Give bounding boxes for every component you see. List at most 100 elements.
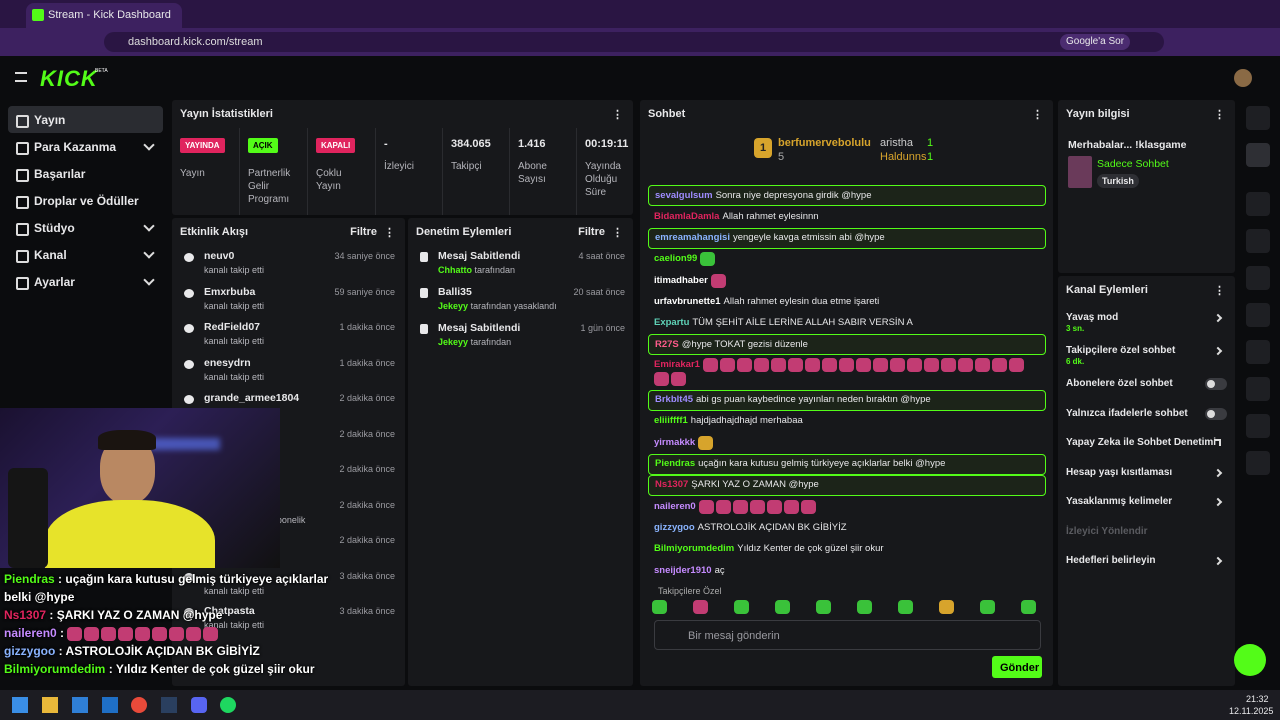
start-button[interactable] (12, 697, 28, 713)
channel-action[interactable]: Hedefleri belirleyin (1058, 547, 1235, 577)
nav-item[interactable]: Droplar ve Ödüller (8, 187, 163, 214)
channel-action[interactable]: Yapay Zeka ile Sohbet Denetimi (1058, 429, 1235, 459)
emote[interactable] (693, 600, 708, 614)
emote[interactable] (734, 600, 749, 614)
leader-name: Haldunns (880, 151, 927, 163)
emote[interactable] (980, 600, 995, 614)
tool-button[interactable] (1246, 192, 1270, 216)
emote[interactable] (652, 600, 667, 614)
menu[interactable]: ⋮ (1032, 109, 1043, 121)
overlay-message: Piendras : uçağın kara kutusu gelmiş tür… (4, 572, 329, 604)
channel-action[interactable]: Abonelere özel sohbet (1058, 370, 1235, 400)
tool-button[interactable] (1246, 303, 1270, 327)
emote[interactable] (1021, 600, 1036, 614)
nav-item[interactable]: Ayarlar (8, 268, 163, 295)
menu[interactable]: ⋮ (612, 109, 623, 121)
chat-input[interactable]: Bir mesaj gönderin (654, 620, 1041, 650)
filter-button[interactable]: Filtre (350, 226, 377, 238)
channel-action[interactable]: Takipçilere özel sohbet 6 dk. (1058, 337, 1235, 370)
menu[interactable]: ⋮ (384, 227, 395, 239)
panel-header: Yayın İstatistikleri ⋮ (172, 100, 633, 128)
activity-item: Emxrbuba kanalı takip etti 59 saniye önce (172, 282, 405, 318)
channel-action[interactable]: Hesap yaşı kısıtlaması (1058, 459, 1235, 489)
panel-title: Etkinlik Akışı (180, 226, 249, 238)
menu[interactable]: ⋮ (1214, 109, 1225, 121)
menu-button[interactable] (15, 72, 27, 82)
action-label: İzleyici Yönlendir (1066, 525, 1148, 537)
neon-light (150, 438, 220, 450)
emote (719, 358, 735, 373)
browser-tab[interactable]: Stream - Kick Dashboard (26, 3, 182, 28)
activity-user: Chatpasta (204, 605, 255, 617)
menu[interactable]: ⋮ (1214, 285, 1225, 297)
app-icon[interactable] (131, 697, 147, 713)
emote[interactable] (939, 600, 954, 614)
tool-button[interactable] (1246, 377, 1270, 401)
stat-label: İzleyici (384, 161, 415, 172)
category[interactable]: Sadece Sohbet (1097, 158, 1169, 170)
chat-user: Piendras (655, 458, 696, 470)
support-button[interactable] (1234, 644, 1266, 676)
moderator: Jekeyy (438, 337, 469, 347)
app-icon[interactable] (220, 697, 236, 713)
leader-name: berfumervebolulu (778, 137, 871, 149)
tool-button[interactable] (1246, 451, 1270, 475)
chat-text: aç (714, 564, 725, 576)
url-field[interactable]: dashboard.kick.com/stream (104, 32, 1164, 52)
avatar[interactable] (1234, 69, 1252, 87)
nav-item[interactable]: Yayın (8, 106, 163, 133)
app-icon[interactable] (191, 697, 207, 713)
sidebar: Yayın Para Kazanma Başarılar Droplar ve … (8, 106, 163, 295)
activity-item: Chatpasta kanalı takip etti 3 dakika önce (172, 601, 405, 637)
activity-item: neuv0 kanalı takip etti 34 saniye önce (172, 246, 405, 282)
channel-action: İzleyici Yönlendir (1058, 518, 1235, 548)
activity-item: RedField07 kanalı takip etti 1 dakika önce (172, 317, 405, 353)
emote (753, 358, 769, 373)
emote[interactable] (898, 600, 913, 614)
action-label: Yavaş mod (1066, 312, 1119, 323)
stat-item: 00:19:11 Yayında Olduğu Süre (577, 128, 633, 215)
app-icon[interactable] (72, 697, 88, 713)
ask-google[interactable]: Google'a Sor (1060, 34, 1131, 50)
tool-button[interactable] (1246, 340, 1270, 364)
tool-button[interactable] (1246, 414, 1270, 438)
chat-text: Allah rahmet eylesinnn (722, 210, 819, 222)
chat-user: caelion99 (654, 253, 698, 265)
nav-item[interactable]: Başarılar (8, 160, 163, 187)
stat-label: Çoklu Yayın (316, 168, 342, 192)
action-label: Yalnızca ifadelerle sohbet (1066, 407, 1188, 419)
emote[interactable] (816, 600, 831, 614)
chat-text: uçağın kara kutusu gelmiş türkiyeye açık… (698, 458, 946, 470)
app-icon[interactable] (161, 697, 177, 713)
stat-value: 1.416 (518, 138, 546, 150)
nav-item[interactable]: Stüdyo (8, 214, 163, 241)
tab-title: Stream - Kick Dashboard (48, 9, 171, 21)
emote[interactable] (775, 600, 790, 614)
tool-button[interactable] (1246, 106, 1270, 130)
tool-button[interactable] (1246, 143, 1270, 167)
tool-button[interactable] (1246, 266, 1270, 290)
app-icon[interactable] (102, 697, 118, 713)
emote (135, 626, 151, 641)
tool-button[interactable] (1246, 229, 1270, 253)
send-button[interactable]: Gönder (992, 656, 1042, 678)
chat-message: Piendras uçağın kara kutusu gelmiş türkiy… (648, 453, 1046, 475)
chat-text: @hype TOKAT gezisi düzenle (681, 338, 808, 350)
activity-time: 2 dakika önce (339, 393, 395, 403)
filter-button[interactable]: Filtre (578, 226, 605, 238)
chat-message: urfavbrunette1 Allah rahmet eylesin dua e… (648, 291, 1046, 312)
app-icon[interactable] (42, 697, 58, 713)
logo[interactable]: KICK (40, 66, 98, 91)
menu[interactable]: ⋮ (612, 227, 623, 239)
emote[interactable] (857, 600, 872, 614)
stream-title: Merhabalar... !klasgame (1068, 139, 1187, 151)
nav-item[interactable]: Kanal (8, 241, 163, 268)
panel-header: Denetim Eylemleri Filtre ⋮ (408, 218, 633, 246)
channel-action[interactable]: Yavaş mod 3 sn. (1058, 304, 1235, 337)
nav-item[interactable]: Para Kazanma (8, 133, 163, 160)
channel-action[interactable]: Yalnızca ifadelerle sohbet (1058, 400, 1235, 430)
clock-date: 12.11.2025 (1229, 706, 1274, 716)
stat-item: YAYINDA Yayın (172, 128, 240, 215)
channel-action[interactable]: Yasaklanmış kelimeler (1058, 488, 1235, 518)
microphone (8, 468, 48, 568)
